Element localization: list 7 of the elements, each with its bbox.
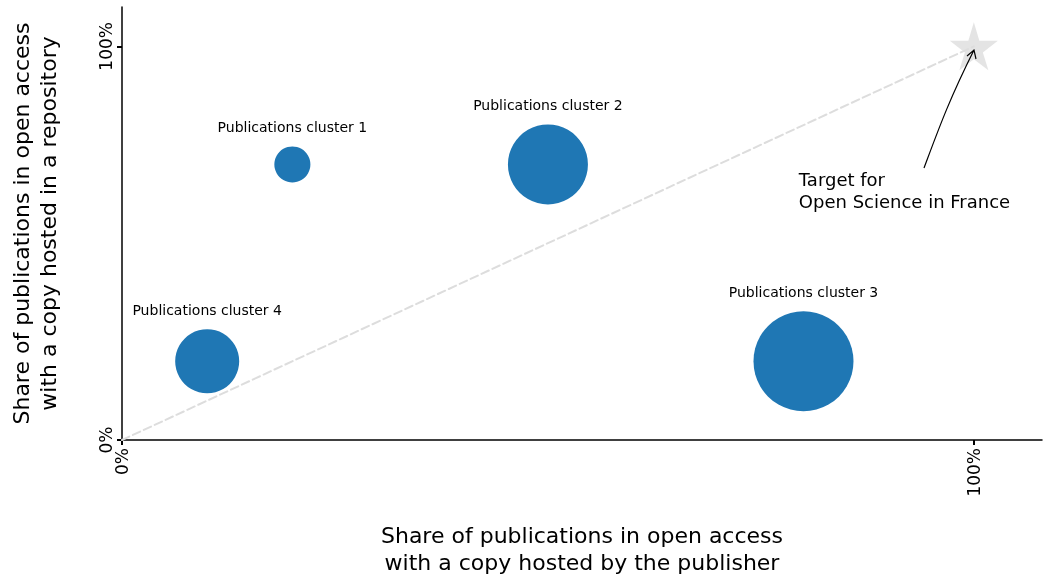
series-label: Publications cluster 2 bbox=[473, 97, 623, 114]
series-label: Publications cluster 3 bbox=[728, 284, 879, 301]
series-label: Publications cluster 4 bbox=[132, 302, 283, 319]
series-label: Publications cluster 1 bbox=[217, 119, 368, 136]
x-axis-title: Share of publications in open access with a copy hosted by the publisher bbox=[380, 523, 784, 575]
annotation: Target for Open Science in France bbox=[797, 168, 1011, 212]
y-axis-title: Share of publications in open access with a copy hosted in a repository bbox=[9, 22, 61, 425]
